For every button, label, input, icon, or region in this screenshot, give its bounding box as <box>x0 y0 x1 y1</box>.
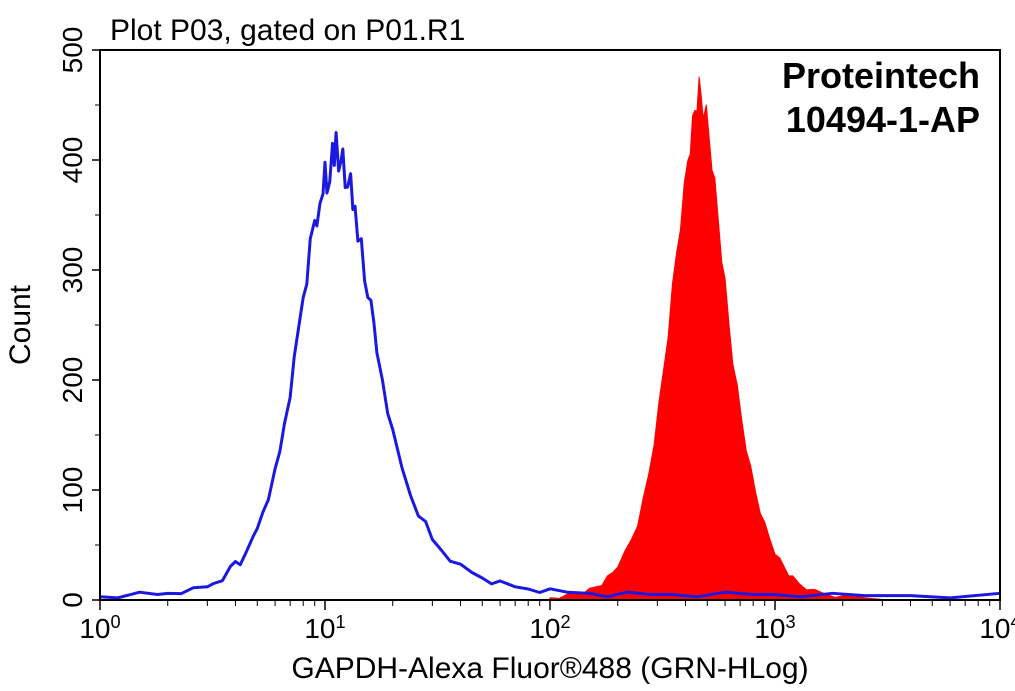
y-tick-label: 0 <box>57 592 88 608</box>
catalog-annotation: 10494-1-AP <box>786 99 980 140</box>
brand-annotation: Proteintech <box>782 55 980 96</box>
y-tick-label: 500 <box>57 27 88 74</box>
flow-cytometry-chart: 0100200300400500Count100101102103104GAPD… <box>0 0 1015 691</box>
x-tick-label: 104 <box>979 612 1015 644</box>
y-tick-label: 100 <box>57 467 88 514</box>
y-tick-label: 400 <box>57 137 88 184</box>
y-tick-label: 200 <box>57 357 88 404</box>
chart-svg: 0100200300400500Count100101102103104GAPD… <box>0 0 1015 691</box>
y-axis-label: Count <box>4 284 37 365</box>
x-axis-label: GAPDH-Alexa Fluor®488 (GRN-HLog) <box>291 652 808 685</box>
plot-title: Plot P03, gated on P01.R1 <box>110 14 465 47</box>
y-tick-label: 300 <box>57 247 88 294</box>
